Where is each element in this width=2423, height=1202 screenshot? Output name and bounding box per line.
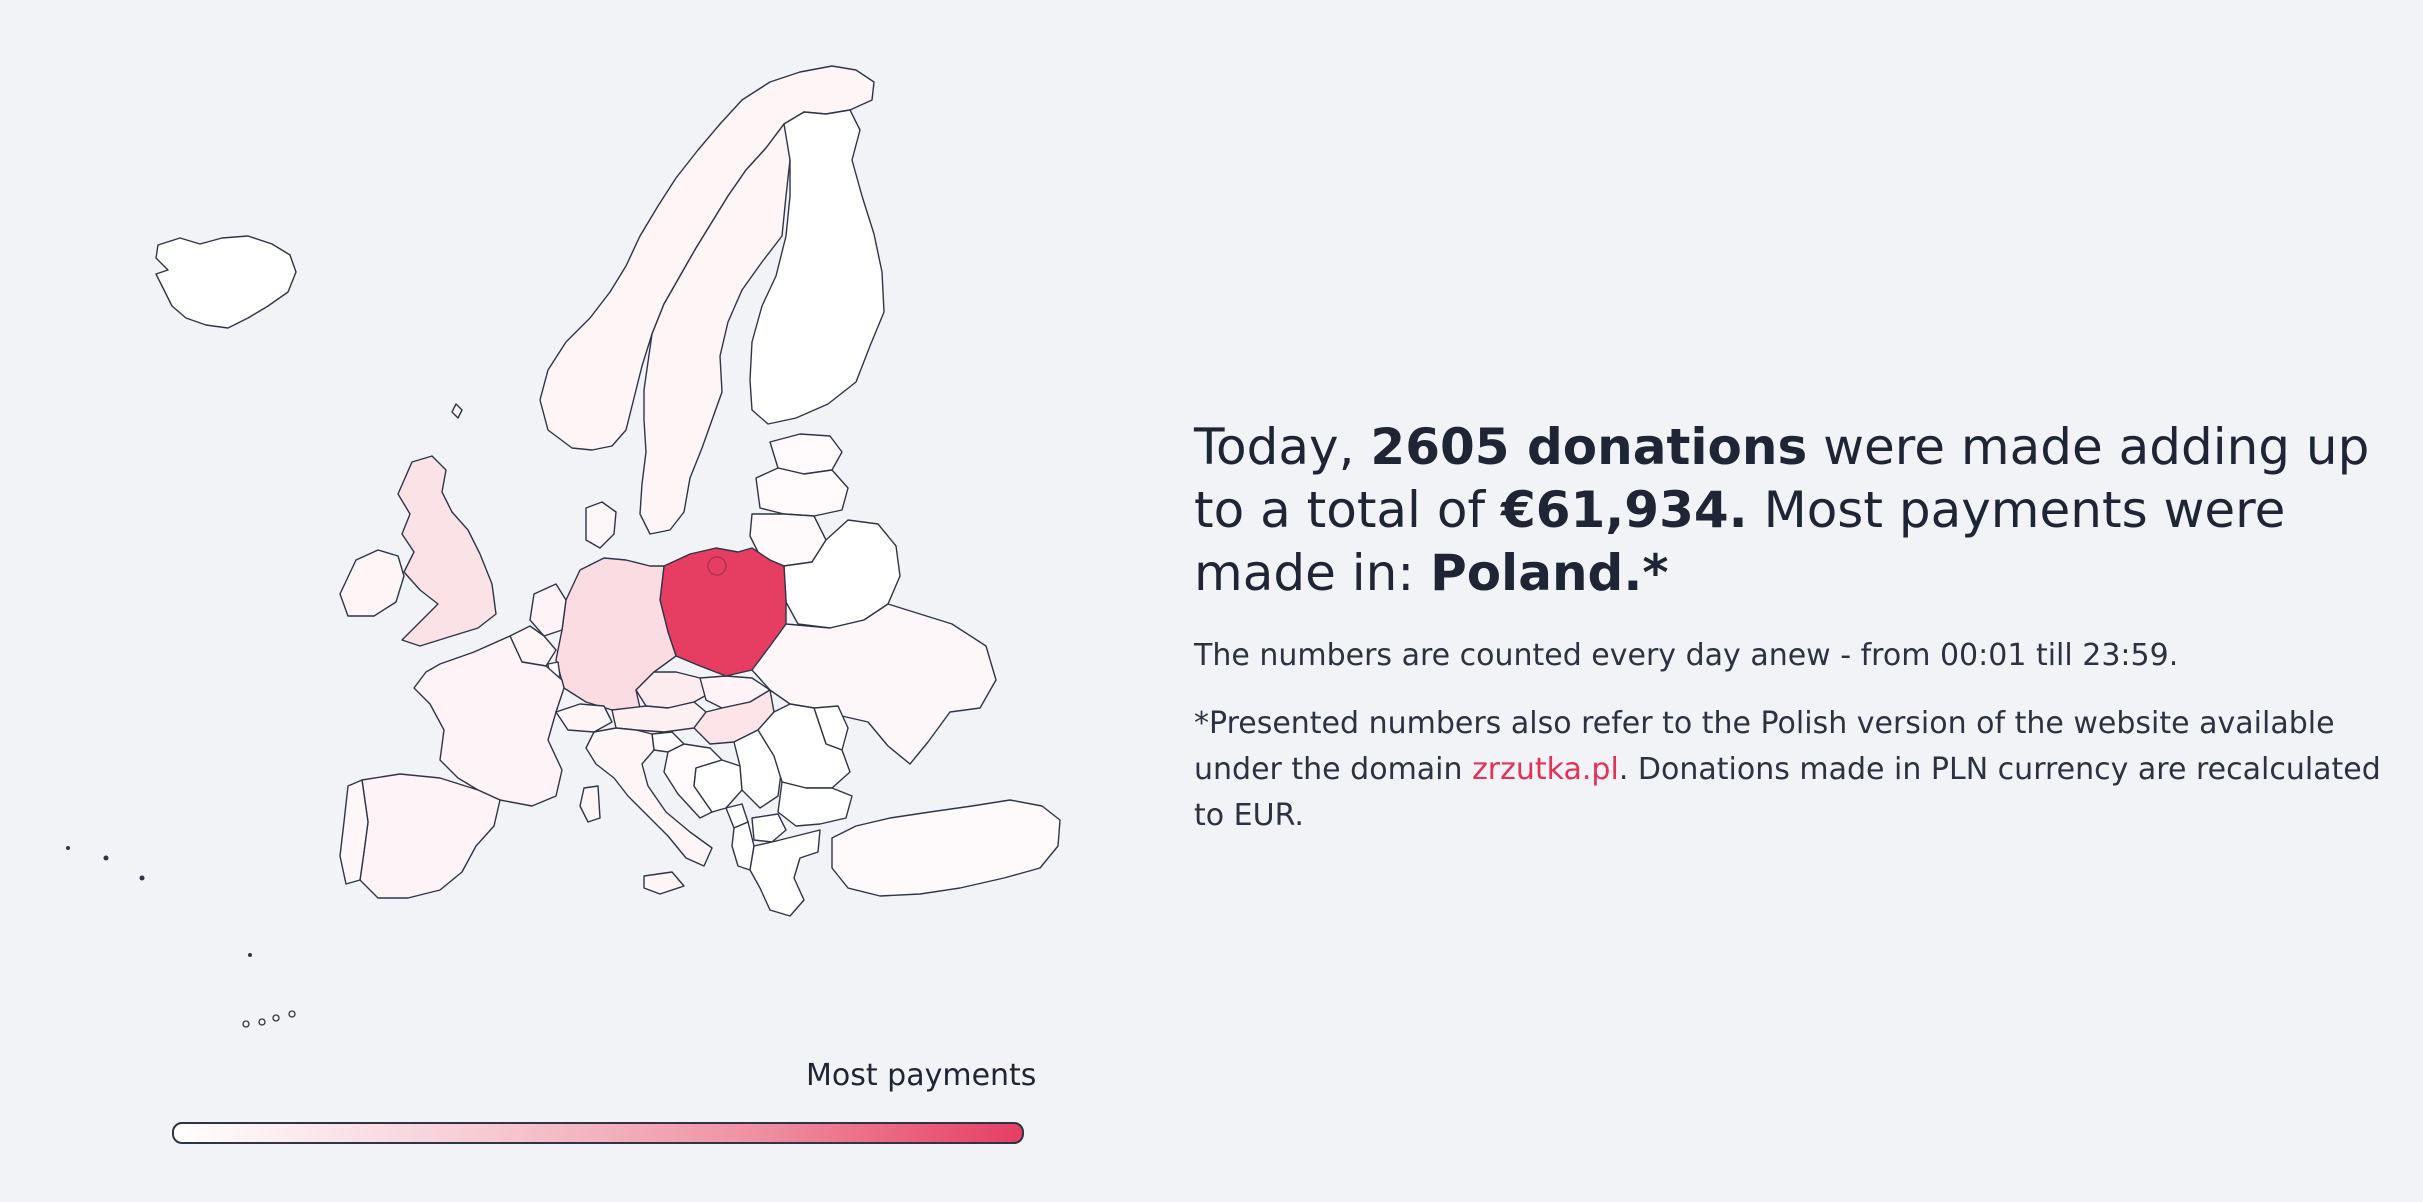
country-bosnia[interactable]	[693, 759, 743, 813]
madeira-island	[248, 953, 252, 957]
legend-label: Most payments	[806, 1058, 1037, 1093]
country-belarus[interactable]	[783, 519, 901, 629]
poland-marker-icon	[707, 556, 727, 576]
country-hungary[interactable]	[693, 689, 775, 745]
country-sardinia[interactable]	[579, 785, 601, 823]
country-sweden[interactable]	[639, 123, 801, 535]
headline: Today, 2605 donations were made adding u…	[1194, 416, 2384, 605]
country-ukraine[interactable]	[751, 603, 997, 765]
country-romania[interactable]	[757, 703, 851, 789]
country-ireland[interactable]	[339, 549, 405, 617]
summary-text: Today, 2605 donations were made adding u…	[1194, 416, 2384, 839]
country-france[interactable]	[413, 635, 565, 807]
canary-island-4	[288, 1010, 296, 1018]
azores-island-1	[66, 846, 70, 850]
country-latvia[interactable]	[755, 467, 849, 517]
country-norway[interactable]	[539, 65, 875, 451]
donations-count: 2605 donations	[1370, 418, 1808, 476]
country-turkey[interactable]	[831, 799, 1061, 897]
azores-island-3	[139, 875, 145, 881]
azores-island-2	[103, 855, 109, 861]
disclaimer-note: *Presented numbers also refer to the Pol…	[1194, 701, 2384, 839]
counting-note: The numbers are counted every day anew -…	[1194, 638, 2179, 673]
country-finland[interactable]	[749, 109, 885, 425]
donation-amount: €61,934.	[1500, 481, 1748, 539]
headline-after-amount: Most payments were made in:	[1194, 481, 2286, 602]
country-netherlands[interactable]	[529, 583, 567, 637]
zrzutka-link[interactable]: zrzutka.pl	[1472, 752, 1619, 787]
europe-map	[0, 0, 1160, 1202]
top-country: Poland.*	[1430, 544, 1669, 602]
country-greece[interactable]	[749, 829, 821, 917]
country-portugal[interactable]	[339, 779, 369, 885]
disclaimer-text-before: *Presented numbers also refer to the Pol…	[1194, 706, 2335, 787]
country-spain[interactable]	[359, 773, 501, 899]
canary-island-2	[258, 1018, 266, 1026]
country-denmark[interactable]	[585, 501, 617, 549]
canary-island-1	[242, 1020, 250, 1028]
country-sicily[interactable]	[643, 871, 685, 895]
country-uk[interactable]	[397, 455, 497, 647]
headline-prefix: Today,	[1194, 418, 1371, 476]
country-iceland[interactable]	[155, 235, 297, 329]
country-north-macedonia[interactable]	[751, 813, 787, 843]
country-bulgaria[interactable]	[777, 781, 853, 827]
country-italy[interactable]	[585, 727, 713, 867]
europe-map-svg	[66, 65, 1061, 1028]
disclaimer-text-after: . Donations made in PLN currency are rec…	[1194, 752, 2381, 833]
country-switzerland[interactable]	[555, 703, 613, 733]
legend-gradient-bar	[172, 1122, 1024, 1144]
headline-middle: were made adding up to a total of	[1194, 418, 2370, 539]
svalbard-island	[451, 403, 463, 419]
canary-island-3	[272, 1014, 280, 1022]
